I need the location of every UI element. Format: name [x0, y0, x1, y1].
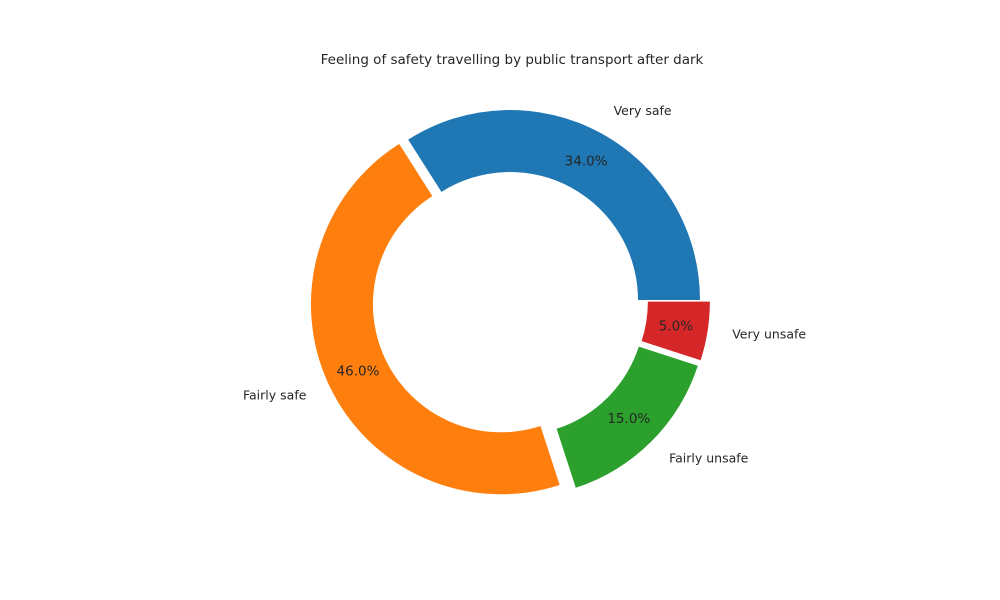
percentage-label: 34.0%: [565, 154, 608, 170]
category-label: Very unsafe: [732, 327, 806, 342]
slice-very-unsafe: [641, 301, 710, 361]
category-label: Very safe: [614, 103, 672, 118]
slice-fairly-safe: [310, 143, 560, 495]
category-label: Fairly safe: [243, 387, 307, 402]
category-label: Fairly unsafe: [669, 451, 749, 466]
chart-title: Feeling of safety travelling by public t…: [321, 52, 704, 68]
percentage-label: 15.0%: [607, 411, 650, 427]
slice-fairly-unsafe: [556, 346, 698, 488]
donut-slices: [310, 109, 710, 495]
percentage-label: 46.0%: [337, 364, 380, 380]
slice-labels: Very safe 34.0% Fairly safe 46.0% Fairly uns…: [243, 103, 806, 466]
percentage-label: 5.0%: [659, 318, 693, 334]
slice-very-safe: [408, 109, 700, 300]
